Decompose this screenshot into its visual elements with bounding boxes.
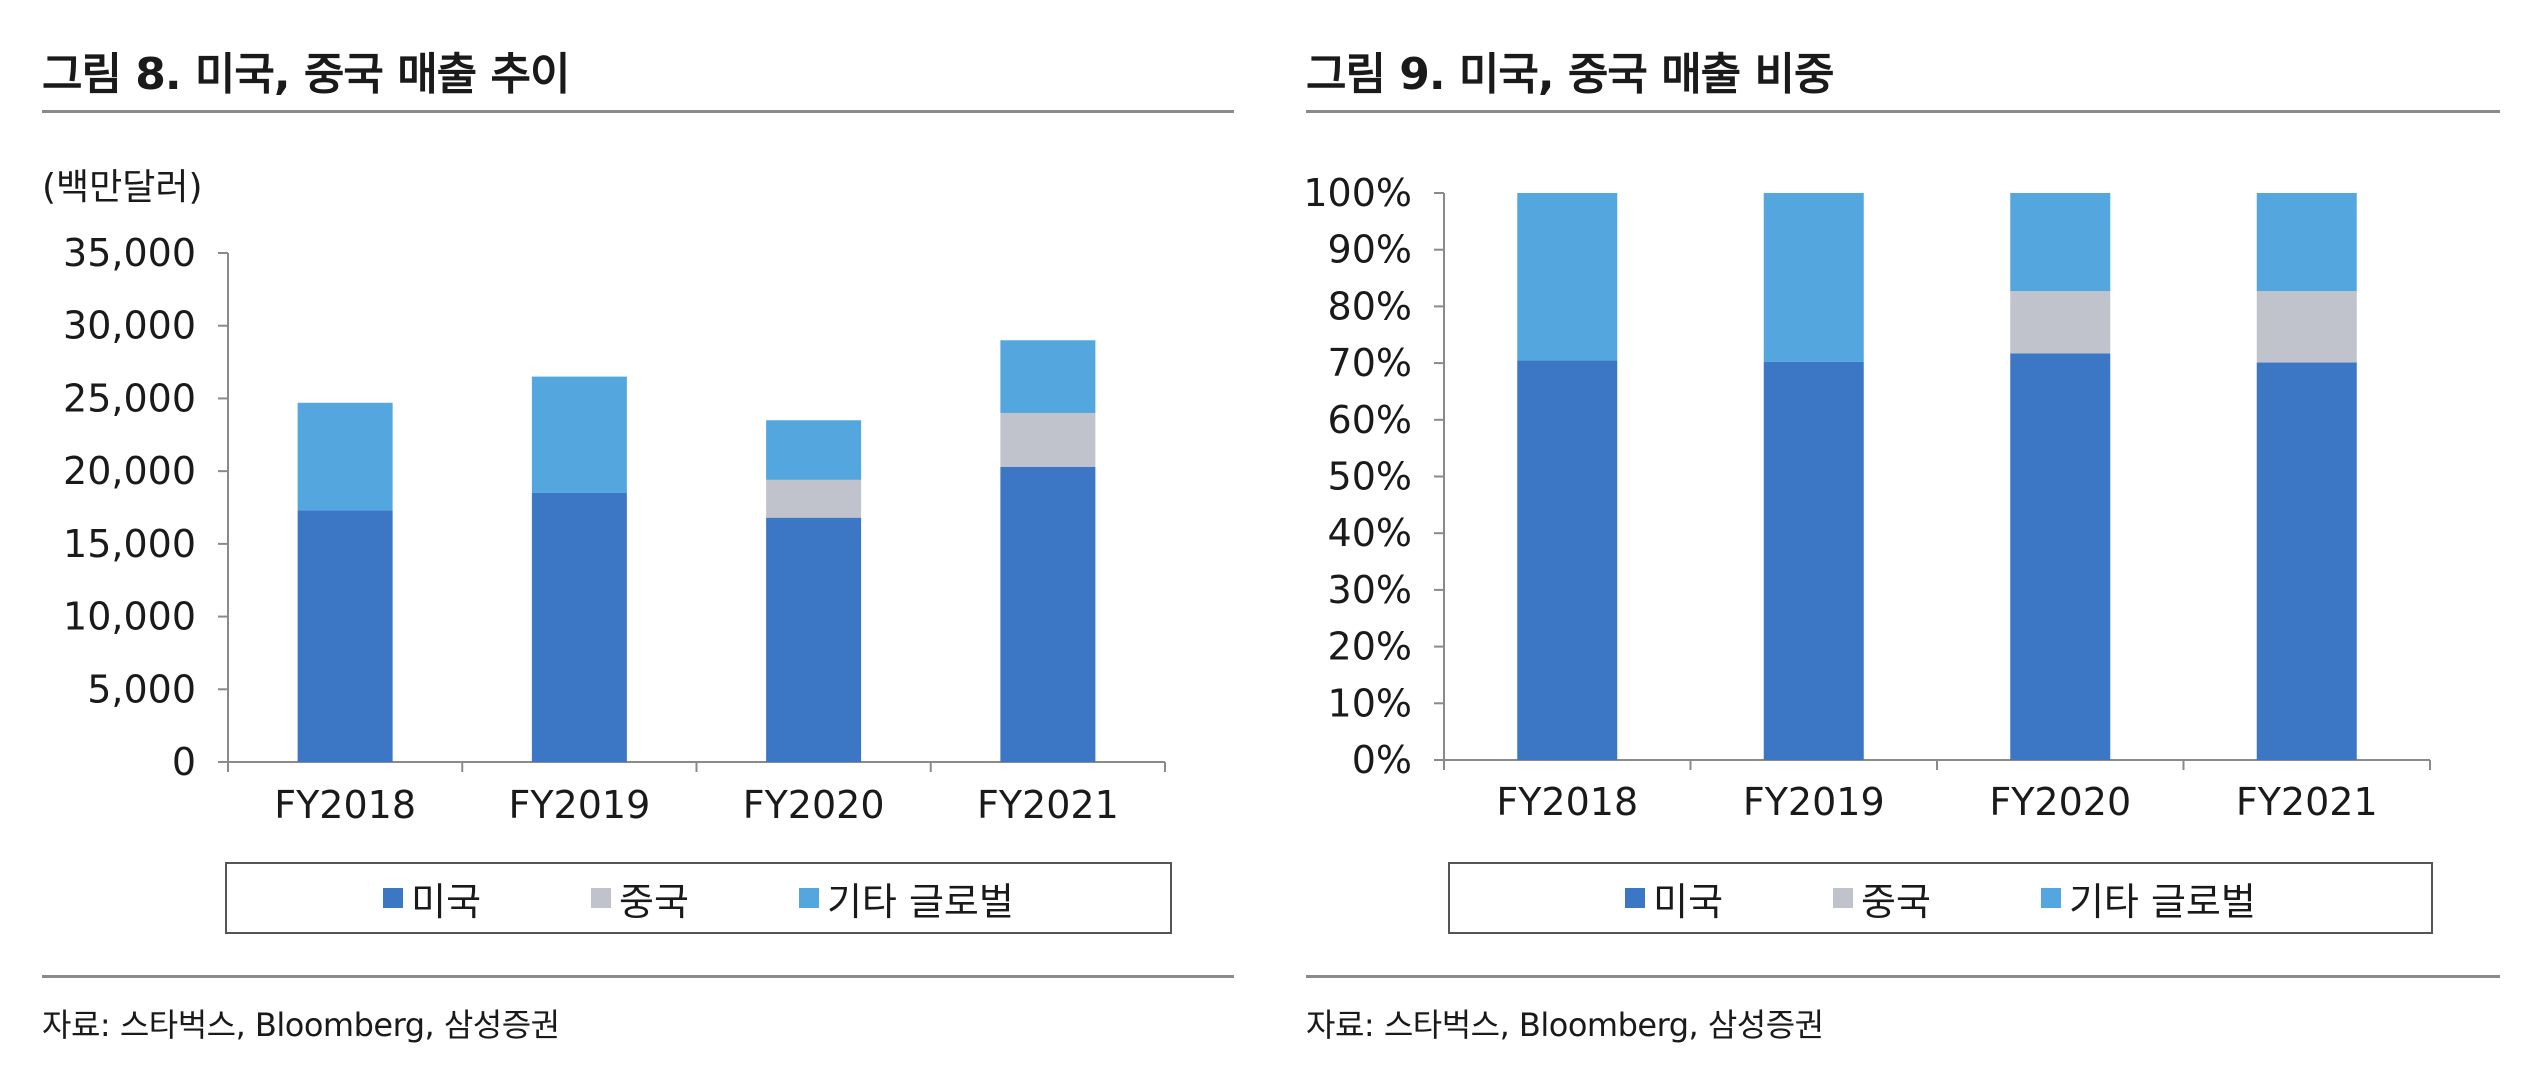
y-tick-label: 80%	[1328, 284, 1412, 328]
bar-segment	[1000, 412, 1096, 467]
x-tick-label: FY2018	[274, 783, 416, 827]
bar-segment	[2256, 193, 2357, 292]
legend-swatch-china	[1833, 888, 1854, 908]
figure-8-top-rule	[42, 110, 1234, 113]
y-tick-label: 90%	[1328, 228, 1412, 272]
legend-item-other: 기타 글로벌	[2040, 871, 2256, 926]
legend-item-us: 미국	[1625, 871, 1723, 926]
bar-segment	[2256, 291, 2357, 363]
figure-8-chart: 0 5,000 10,000 15,000 20,000 25,000 30,000 35,0…	[63, 231, 1166, 827]
legend-swatch-us	[1625, 888, 1646, 908]
legend-label-us: 미국	[411, 879, 482, 924]
bar-segment	[2010, 291, 2111, 354]
y-tick-label: 30%	[1328, 568, 1412, 612]
figure-8-source: 자료: 스타벅스, Bloomberg, 삼성증권	[42, 1006, 560, 1044]
bar-segment	[2010, 353, 2111, 760]
legend-swatch-china	[591, 888, 612, 908]
x-tick-label: FY2020	[743, 783, 885, 827]
y-tick-label: 20,000	[63, 449, 196, 493]
x-tick-label: FY2020	[1989, 780, 2131, 824]
y-tick-label: 100%	[1303, 171, 1412, 215]
y-tick-label: 35,000	[63, 231, 196, 275]
y-tick-label: 5,000	[87, 667, 196, 711]
y-tick-label: 70%	[1328, 341, 1412, 385]
y-tick-label: 15,000	[63, 522, 196, 566]
legend-label-china: 중국	[1861, 879, 1931, 924]
legend-swatch-us	[383, 888, 404, 908]
figure-9-legend: 미국 중국 기타 글로벌	[1448, 862, 2433, 934]
legend-label-us: 미국	[1653, 879, 1724, 924]
figure-8-legend: 미국 중국 기타 글로벌	[225, 862, 1172, 934]
legend-label-china: 중국	[619, 879, 689, 924]
bar-segment	[1763, 193, 1864, 362]
figure-8-unit-label: (백만달러)	[42, 167, 203, 208]
bar-segment	[2256, 362, 2357, 760]
bar-segment	[297, 402, 393, 511]
x-tick-label: FY2019	[508, 783, 650, 827]
x-tick-label: FY2021	[2236, 780, 2378, 824]
legend-swatch-other	[798, 888, 819, 908]
legend-label-other: 기타 글로벌	[826, 879, 1014, 924]
figure-8-title: 그림 8. 미국, 중국 매출 추이	[42, 49, 570, 100]
bar-segment	[1517, 193, 1618, 361]
y-tick-label: 10%	[1328, 681, 1412, 725]
figure-9-top-rule	[1306, 110, 2500, 113]
y-tick-label: 60%	[1328, 398, 1412, 442]
y-tick-label: 10,000	[63, 595, 196, 639]
y-tick-label: 25,000	[63, 376, 196, 420]
legend-item-china: 중국	[1833, 871, 1931, 926]
bar-segment	[2010, 193, 2111, 292]
bar-segment	[766, 517, 862, 762]
figure-9-panel: 그림 9. 미국, 중국 매출 비중 0% 10% 20% 30% 40% 50% 60% 7…	[1300, 0, 2526, 1088]
y-tick-label: 20%	[1328, 625, 1412, 669]
bar-segment	[531, 492, 627, 762]
x-tick-label: FY2018	[1496, 780, 1638, 824]
bar-segment	[1000, 340, 1096, 413]
y-tick-label: 0%	[1352, 738, 1412, 782]
y-tick-label: 0	[172, 740, 196, 784]
figure-9-source: 자료: 스타벅스, Bloomberg, 삼성증권	[1306, 1006, 1824, 1044]
bar-segment	[766, 420, 862, 480]
y-tick-label: 40%	[1328, 511, 1412, 555]
bar-segment	[1000, 466, 1096, 762]
figure-9-title: 그림 9. 미국, 중국 매출 비중	[1306, 49, 1834, 100]
legend-label-other: 기타 글로벌	[2068, 879, 2256, 924]
legend-item-china: 중국	[591, 871, 689, 926]
legend-item-us: 미국	[383, 871, 481, 926]
bar-segment	[531, 376, 627, 493]
x-tick-label: FY2019	[1743, 780, 1885, 824]
bar-segment	[1763, 361, 1864, 760]
legend-item-other: 기타 글로벌	[798, 871, 1014, 926]
x-tick-label: FY2021	[977, 783, 1119, 827]
figure-9-chart: 0% 10% 20% 30% 40% 50% 60% 70% 80% 90% 100% FY2018 F…	[1303, 171, 2431, 824]
y-tick-label: 50%	[1328, 455, 1412, 499]
figure-8-panel: 그림 8. 미국, 중국 매출 추이 (백만달러) 0 5,000 10,000 15…	[0, 0, 1240, 1088]
figure-9-bottom-rule	[1306, 975, 2500, 978]
y-tick-label: 30,000	[63, 304, 196, 348]
bar-segment	[766, 479, 862, 518]
legend-swatch-other	[2040, 888, 2061, 908]
bar-segment	[1517, 360, 1618, 760]
figure-8-bottom-rule	[42, 975, 1234, 978]
bar-segment	[297, 510, 393, 762]
